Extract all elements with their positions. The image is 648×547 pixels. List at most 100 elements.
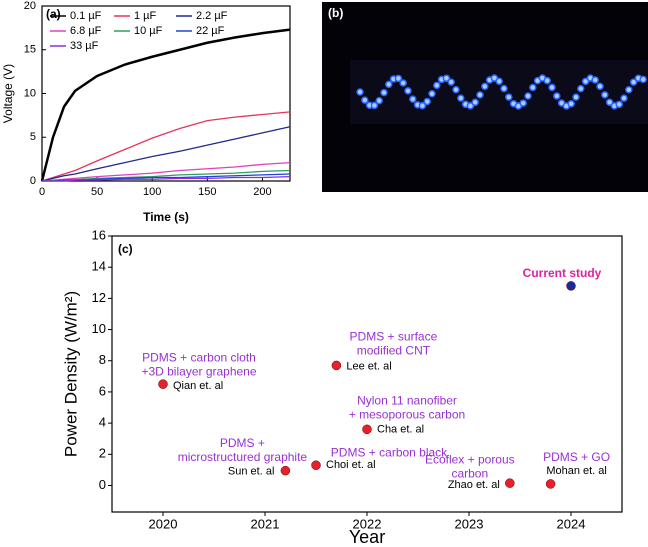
point — [566, 281, 576, 291]
point-label: Zhao et. al — [448, 479, 500, 491]
annotation: +3D bilayer graphene — [141, 364, 256, 378]
x-tick-label: 2023 — [455, 516, 484, 531]
led — [476, 91, 484, 99]
y-tick-label: 12 — [92, 290, 106, 305]
led — [370, 101, 379, 110]
annotation: PDMS + surface — [350, 330, 438, 344]
series-line — [41, 111, 291, 182]
y-axis-title: Voltage (V) — [1, 64, 15, 123]
x-tick-label: 2021 — [251, 516, 280, 531]
legend-label: 33 µF — [70, 40, 99, 52]
point — [362, 424, 372, 435]
annotation: microstructured graphite — [178, 450, 308, 464]
photo-strip — [350, 60, 648, 124]
led — [399, 79, 407, 87]
led — [361, 96, 369, 104]
series-line — [41, 126, 291, 182]
x-tick-label: 50 — [91, 186, 103, 198]
point-label: Mohan et. al — [546, 465, 607, 477]
led — [452, 85, 460, 94]
annotation: carbon — [451, 466, 488, 480]
point-label: Sun et. al — [228, 466, 274, 478]
led — [639, 75, 647, 84]
led — [495, 77, 503, 86]
led — [572, 93, 580, 101]
x-axis-title: Year — [349, 527, 385, 547]
led — [418, 101, 427, 110]
point-label: Lee et. al — [346, 360, 391, 372]
y-tick-label: 2 — [99, 446, 106, 461]
x-tick-label: 200 — [253, 186, 271, 198]
led — [409, 95, 417, 103]
series-line — [41, 161, 291, 182]
led — [375, 96, 383, 105]
legend-label: 6.8 µF — [70, 25, 102, 37]
led — [548, 83, 556, 92]
legend-label: 0.1 µF — [70, 10, 102, 22]
x-tick-label: 2024 — [557, 516, 586, 531]
annotation: PDMS + carbon black — [331, 445, 448, 459]
led — [356, 88, 364, 96]
led — [601, 91, 609, 99]
annotation: Ecoflex + porous — [425, 452, 515, 466]
legend-label: 22 µF — [196, 25, 225, 37]
led — [519, 99, 527, 107]
led — [442, 74, 451, 82]
led — [380, 88, 388, 97]
annotation: Nylon 11 nanofiber — [357, 394, 457, 408]
led — [591, 76, 599, 84]
x-axis-title: Time (s) — [143, 210, 189, 224]
y-tick-label: 8 — [99, 352, 106, 367]
point-label: Qian et. al — [173, 380, 223, 392]
led — [471, 98, 479, 107]
led — [423, 97, 431, 106]
point — [545, 479, 556, 489]
led — [433, 81, 441, 90]
led — [596, 82, 604, 91]
series-line — [42, 173, 291, 182]
led — [543, 76, 551, 85]
led — [385, 80, 393, 89]
led — [577, 84, 585, 93]
annotation: Current study — [523, 266, 602, 280]
y-tick-label: 10 — [92, 321, 106, 336]
legend-label: 2.2 µF — [196, 10, 228, 22]
point-label: Cha et. al — [377, 423, 424, 435]
y-tick-label: 10 — [24, 87, 36, 99]
y-axis-title: Power Density (W/m²) — [61, 291, 80, 457]
led — [620, 94, 628, 102]
y-tick-label: 6 — [99, 383, 106, 398]
x-tick-label: 0 — [39, 186, 45, 198]
led — [466, 102, 475, 110]
x-tick-label: 100 — [143, 186, 161, 198]
led — [553, 92, 561, 100]
point — [331, 360, 342, 371]
y-tick-label: 0 — [30, 175, 36, 187]
y-tick-label: 15 — [24, 44, 36, 56]
led — [404, 87, 412, 95]
led — [567, 99, 575, 108]
series-line — [42, 175, 291, 182]
y-tick-label: 14 — [92, 259, 106, 274]
annotation: PDMS + carbon cloth — [142, 350, 256, 364]
point — [505, 478, 515, 488]
y-tick-label: 0 — [99, 477, 106, 492]
led — [505, 93, 513, 101]
led — [529, 83, 537, 92]
point — [158, 379, 168, 389]
y-tick-label: 4 — [99, 415, 106, 430]
y-tick-label: 16 — [92, 227, 106, 242]
led — [481, 82, 489, 91]
x-tick-label: 2022 — [353, 516, 382, 531]
y-tick-label: 5 — [30, 131, 36, 143]
led — [615, 100, 623, 109]
led — [629, 78, 638, 86]
point — [311, 460, 321, 470]
panel-label: (a) — [46, 7, 61, 21]
led — [447, 78, 455, 86]
annotation: modified CNT — [357, 344, 431, 358]
point — [280, 465, 291, 476]
led — [394, 74, 403, 83]
panel-label: (b) — [328, 6, 343, 20]
